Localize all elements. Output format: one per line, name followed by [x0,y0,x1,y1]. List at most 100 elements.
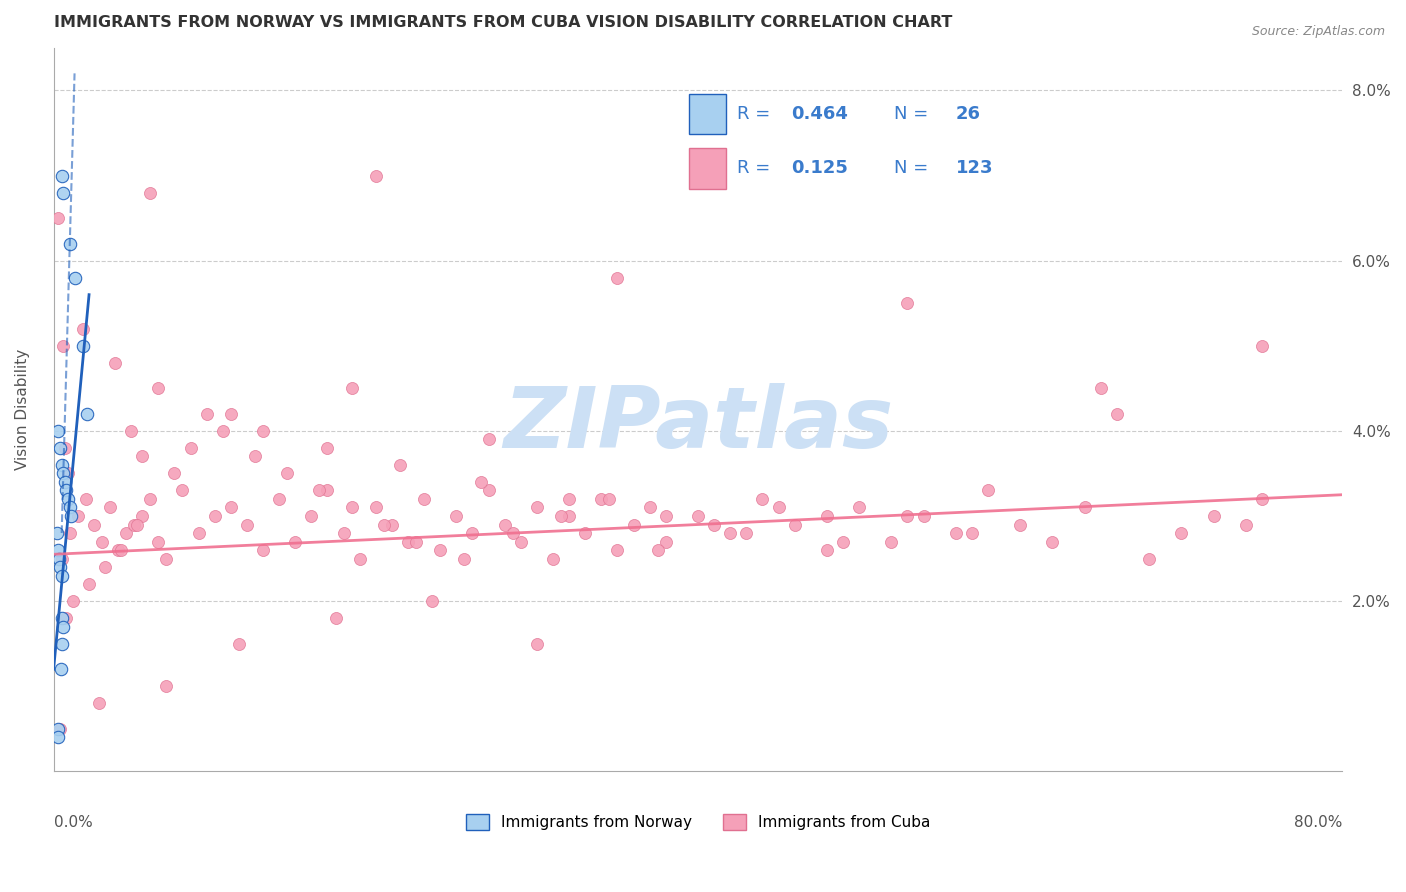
Point [606,270,628,285]
Point [429,543,451,558]
Point [49,560,72,574]
Text: Source: ZipAtlas.com: Source: ZipAtlas.com [1251,25,1385,38]
Point [526,637,548,651]
Point [76,407,98,421]
Point [1105,407,1128,421]
Text: ZIPatlas: ZIPatlas [503,383,893,466]
Text: 80.0%: 80.0% [1294,814,1343,830]
Point [52,467,75,481]
Point [558,508,581,523]
Point [52,339,75,353]
Point [98,500,121,515]
Point [139,491,162,506]
Point [48,424,70,438]
Point [945,526,967,541]
Point [59,526,82,541]
Point [647,543,669,558]
Point [122,517,145,532]
Point [550,508,572,523]
Point [1250,339,1272,353]
Point [574,526,596,541]
Point [591,491,613,506]
Point [52,620,75,634]
Point [364,169,387,183]
Point [308,483,330,498]
Point [340,500,363,515]
Point [1202,508,1225,523]
Point [977,483,1000,498]
Point [53,475,76,489]
Text: IMMIGRANTS FROM NORWAY VS IMMIGRANTS FROM CUBA VISION DISABILITY CORRELATION CHA: IMMIGRANTS FROM NORWAY VS IMMIGRANTS FRO… [53,15,952,30]
Point [51,169,73,183]
Point [155,679,177,693]
Point [1042,534,1064,549]
Point [148,381,170,395]
Point [896,296,918,310]
Point [56,467,79,481]
Point [638,500,661,515]
Text: 26: 26 [956,105,981,123]
Point [51,458,73,472]
Point [718,526,741,541]
Point [364,500,387,515]
Point [405,534,427,549]
Point [60,508,83,523]
FancyBboxPatch shape [689,148,725,188]
Point [1250,491,1272,506]
Point [606,543,628,558]
Point [509,534,531,549]
Point [94,560,117,574]
Point [325,611,347,625]
Text: 0.0%: 0.0% [53,814,93,830]
Point [187,526,209,541]
Point [284,534,307,549]
Point [502,526,524,541]
Point [461,526,484,541]
Point [48,551,70,566]
Point [558,491,581,506]
Point [59,236,82,251]
Point [115,526,138,541]
Point [52,186,75,200]
FancyBboxPatch shape [689,94,725,135]
Point [381,517,404,532]
Point [960,526,983,541]
Point [598,491,620,506]
Point [51,611,73,625]
Point [131,508,153,523]
Point [211,424,233,438]
Point [1010,517,1032,532]
Point [66,508,89,523]
Point [453,551,475,566]
Text: R =: R = [737,159,770,178]
Point [49,662,72,676]
Point [655,508,678,523]
Point [48,211,70,225]
Point [49,722,72,736]
Point [1073,500,1095,515]
Point [243,450,266,464]
Point [413,491,436,506]
Point [396,534,419,549]
Point [104,356,127,370]
Text: N =: N = [894,105,928,123]
Point [477,433,499,447]
Point [131,450,153,464]
Point [1090,381,1112,395]
Point [541,551,564,566]
Point [51,568,73,582]
Point [848,500,870,515]
Point [110,543,132,558]
Point [332,526,354,541]
Point [59,500,82,515]
Point [388,458,411,472]
Legend: Immigrants from Norway, Immigrants from Cuba: Immigrants from Norway, Immigrants from … [460,808,936,836]
Point [373,517,395,532]
Point [148,534,170,549]
Point [269,491,291,506]
Point [815,508,838,523]
Point [686,508,709,523]
Point [623,517,645,532]
Point [340,381,363,395]
Point [46,731,69,745]
